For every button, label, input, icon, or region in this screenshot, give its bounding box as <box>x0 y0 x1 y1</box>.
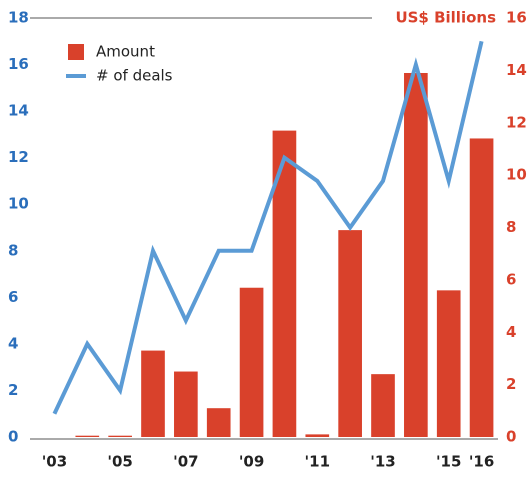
y2-tick-label: 14 <box>506 61 527 79</box>
bar <box>174 371 198 437</box>
y2-tick-label: 6 <box>506 270 516 288</box>
x-tick-label: '09 <box>239 453 264 471</box>
bar <box>436 290 461 437</box>
x-tick-label: '07 <box>173 453 198 471</box>
y-tick-label: 6 <box>8 288 18 306</box>
y-tick-label: 2 <box>8 381 18 399</box>
bar <box>141 350 165 437</box>
bar <box>206 408 231 437</box>
bar <box>108 435 132 437</box>
y-tick-label: 12 <box>8 148 29 166</box>
y-tick-label: 18 <box>8 9 29 27</box>
bar <box>305 434 330 437</box>
y-tick-label: 4 <box>8 334 18 352</box>
y2-tick-label: 8 <box>506 218 516 236</box>
x-tick-label: '16 <box>469 453 494 471</box>
x-tick-label: '15 <box>436 453 461 471</box>
bar <box>404 72 428 438</box>
y-tick-label: 16 <box>8 55 29 73</box>
y2-tick-label: 16 <box>506 9 527 27</box>
y2-tick-label: 2 <box>506 375 516 393</box>
right-axis-label: US$ Billions <box>395 9 496 27</box>
bar <box>371 374 395 437</box>
x-tick-label: '13 <box>370 453 395 471</box>
legend-label: # of deals <box>96 67 173 85</box>
y2-tick-label: 0 <box>506 428 516 446</box>
y2-tick-label: 12 <box>506 113 527 131</box>
bar <box>272 130 297 437</box>
y-tick-label: 8 <box>8 241 18 259</box>
bar <box>338 230 362 437</box>
line <box>52 40 484 415</box>
y-tick-label: 10 <box>8 195 29 213</box>
x-tick-label: '03 <box>42 453 67 471</box>
y-tick-label: 14 <box>8 102 29 120</box>
legend-label: Amount <box>96 43 155 61</box>
x-tick-label: '11 <box>305 453 330 471</box>
legend-swatch <box>68 44 84 60</box>
bar <box>469 138 494 437</box>
bar <box>239 287 264 437</box>
x-tick-label: '05 <box>107 453 132 471</box>
y2-tick-label: 10 <box>506 166 527 184</box>
y-tick-label: 0 <box>8 428 18 446</box>
y2-tick-label: 4 <box>506 323 516 341</box>
bar <box>75 435 100 437</box>
